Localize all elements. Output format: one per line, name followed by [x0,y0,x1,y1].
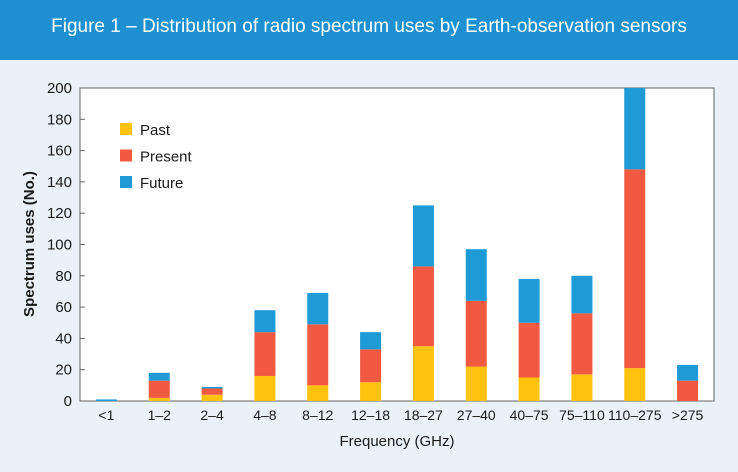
legend-swatch-present [120,149,132,162]
x-tick-label: 1–2 [148,407,172,423]
bar-future-275 [677,365,699,381]
y-tick-label: 20 [55,362,72,379]
y-tick-label: 80 [55,268,72,285]
y-tick-label: 180 [47,111,72,128]
x-tick-label: 18–27 [404,407,443,423]
x-tick-label: 75–110 [559,407,605,423]
bar-past-27-40 [465,366,487,401]
y-tick-label: 140 [47,174,72,191]
bar-past-18-27 [412,346,434,401]
legend-swatch-past [120,123,132,135]
bar-present-8-12 [307,324,329,386]
bar-present-27-40 [465,300,487,367]
x-axis: <1 1–2 2–4 4–8 8–12 12–18 18–27 27–40 40–75 75–11… [98,407,703,423]
x-tick-label: 4–8 [253,407,277,423]
x-axis-title: Frequency (GHz) [339,433,454,450]
bar-present-4-8 [254,332,276,376]
y-axis: 0 20 40 60 80 100 120 140 160 180 200 [47,80,85,410]
bar-future-4-8 [254,310,276,333]
bar-future-40-75 [518,278,540,323]
bar-present-12-18 [360,349,382,383]
x-tick-label: >275 [672,407,704,423]
x-tick-label: 2–4 [200,407,224,423]
y-tick-label: 100 [47,237,72,254]
bar-present-75-110 [571,313,593,375]
bar-past-12-18 [360,382,382,401]
bar-future-27-40 [465,249,487,301]
bar-present-18-27 [412,266,434,347]
figure-header: Figure 1 – Distribution of radio spectru… [0,0,738,60]
y-tick-label: 160 [47,143,72,160]
x-tick-label: 110–275 [608,407,662,423]
y-tick-label: 0 [64,393,72,410]
y-tick-label: 120 [47,205,72,222]
bar-future-18-27 [412,205,434,267]
legend-label-past: Past [140,122,171,139]
bar-present-275 [677,380,699,401]
bar-past-110-275 [624,368,646,401]
y-tick-label: 40 [55,330,72,347]
y-tick-label: 200 [47,80,72,97]
bar-present-40-75 [518,322,540,378]
bar-future-1 [95,399,117,401]
legend: Past Present Future [120,122,193,192]
bar-present-1-2 [148,380,170,398]
bar-present-2-4 [201,388,223,395]
figure-title: Figure 1 – Distribution of radio spectru… [51,16,687,37]
legend-label-present: Present [140,149,193,166]
bar-past-8-12 [307,385,329,401]
legend-swatch-future [120,176,132,188]
bar-future-75-110 [571,275,593,314]
x-tick-label: 12–18 [351,407,390,423]
bar-past-1-2 [148,397,170,401]
bar-present-110-275 [624,169,646,369]
bar-future-110-275 [624,88,646,170]
plot-area [79,87,715,402]
bar-future-2-4 [201,386,223,389]
bars-group [95,88,699,401]
x-tick-label: <1 [98,407,114,423]
bar-past-40-75 [518,377,540,401]
x-tick-label: 8–12 [302,407,333,423]
x-tick-label: 27–40 [457,407,496,423]
legend-label-future: Future [140,175,183,192]
bar-future-1-2 [148,372,170,381]
x-tick-label: 40–75 [510,407,549,423]
bar-future-8-12 [307,293,329,325]
bar-past-2-4 [201,394,223,401]
bar-future-12-18 [360,332,382,350]
bar-past-4-8 [254,375,276,401]
y-tick-label: 60 [55,299,72,316]
y-axis-title: Spectrum uses (No.) [21,171,38,317]
bar-past-75-110 [571,374,593,401]
